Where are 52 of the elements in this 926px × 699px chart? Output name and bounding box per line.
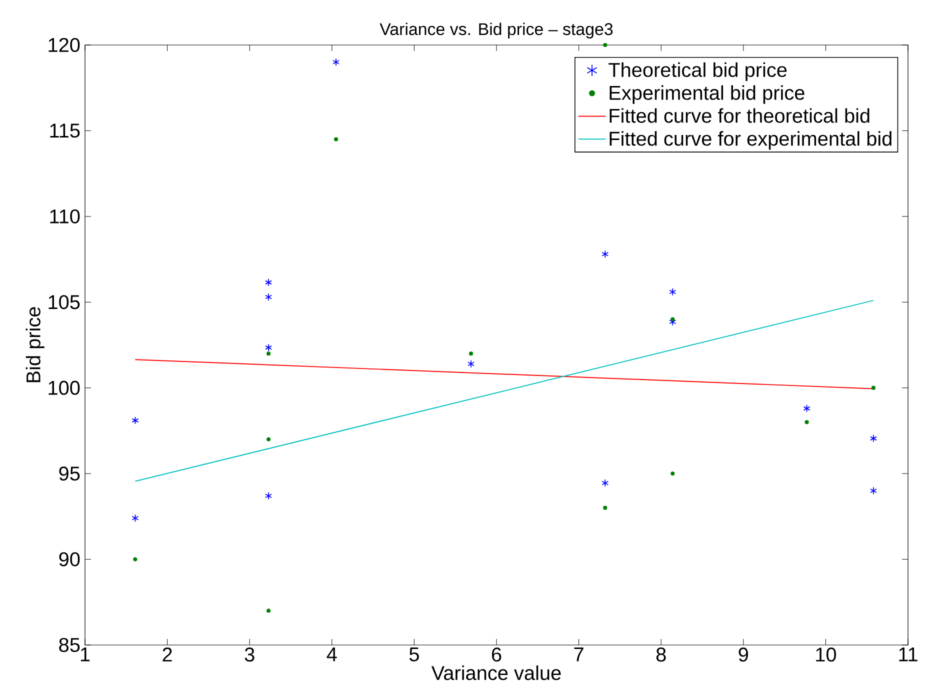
y-tick-label: 110 [50,209,80,224]
point [133,557,138,562]
point [468,360,474,368]
point [871,386,876,390]
y-tick-label: 100 [48,380,80,395]
point [332,58,340,66]
x-tick-label: 8 [656,648,666,662]
point [132,514,139,522]
x-tick-label: 7 [574,648,584,662]
x-tick-label: 4 [326,648,337,662]
y-tick-label: 120 [48,38,80,52]
legend-label: Fitted curve for experimental bid [610,131,892,150]
point [334,137,338,142]
x-tick-label: 11 [899,648,918,662]
point [132,416,139,424]
y-tick-label: 105 [48,295,80,310]
x-tick-label: 1 [80,648,90,662]
point [670,317,675,322]
point [804,420,809,424]
y-tick-label: 85 [59,638,80,652]
point [870,486,877,495]
point [670,472,675,476]
point [669,288,676,296]
point [266,608,271,613]
x-tick-label: 2 [162,648,172,662]
point [602,250,609,258]
legend-label: Theoretical bid price [608,62,787,81]
x-tick-label: 9 [738,648,748,662]
point [803,404,810,412]
point [603,506,608,510]
point [603,42,608,48]
chart-title: Variance vs. Bid price – stage3 [380,22,613,38]
x-tick-label: 10 [816,648,836,662]
point [468,352,474,356]
point [265,492,272,500]
legend-label: Fitted curve for theoretical bid [610,108,870,123]
y-axis-title: Bid price [26,307,44,382]
point [265,344,272,352]
y-tick-label: 95 [59,466,80,481]
point [266,437,271,442]
x-axis-title: Variance value [431,665,561,680]
x-tick-label: 3 [244,648,254,662]
x-tick-label: 5 [409,648,419,662]
y-tick-label: 115 [50,124,80,138]
point [266,352,271,356]
point [602,479,609,487]
legend-label: Experimental bid price [610,85,804,104]
y-tick-label: 90 [59,552,80,566]
point [870,434,877,442]
x-tick-label: 6 [492,648,502,662]
point [265,293,272,301]
point [265,278,272,286]
